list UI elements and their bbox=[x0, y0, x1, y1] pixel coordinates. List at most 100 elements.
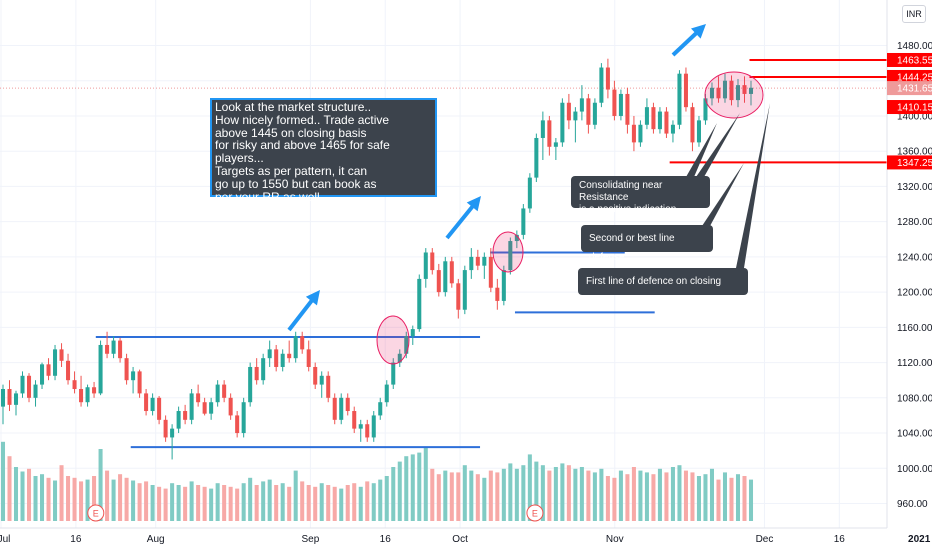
price-tick-label: 960.00 bbox=[897, 499, 928, 510]
price-tick-label: 1320.00 bbox=[897, 182, 932, 193]
currency-button[interactable]: INR bbox=[902, 5, 926, 23]
candle-body bbox=[66, 360, 71, 381]
volume-bar bbox=[488, 470, 493, 521]
time-axis[interactable]: Jul16AugSep16OctNovDec162021Feb bbox=[0, 527, 932, 550]
price-level-badge bbox=[887, 69, 932, 84]
candle-body bbox=[293, 336, 298, 359]
candle-body bbox=[326, 375, 331, 398]
time-tick-label: Dec bbox=[756, 534, 774, 545]
candle-body bbox=[13, 393, 19, 405]
candle-body bbox=[20, 375, 25, 394]
volume-bar bbox=[267, 479, 272, 521]
volume-bar bbox=[410, 454, 415, 521]
candle-body bbox=[709, 87, 714, 99]
candle-body bbox=[436, 270, 441, 293]
volume-bar bbox=[92, 476, 97, 521]
volume-bar bbox=[391, 467, 396, 521]
candle-body bbox=[98, 344, 103, 394]
candle-body bbox=[495, 287, 500, 301]
price-tick-label: 1000.00 bbox=[897, 464, 932, 475]
time-tick-label: 16 bbox=[380, 534, 392, 545]
candle-body bbox=[202, 402, 207, 414]
volume-bar bbox=[222, 485, 227, 521]
time-tick-label: Oct bbox=[452, 534, 468, 545]
volume-bar bbox=[690, 472, 695, 521]
candle-body bbox=[254, 366, 259, 381]
candle-body bbox=[27, 375, 32, 398]
volume-bar bbox=[13, 467, 19, 521]
price-axis[interactable]: 960.00 1000.00 1040.00 1080.00 1120.00 1160.0… bbox=[886, 0, 932, 550]
candle-body bbox=[105, 344, 110, 354]
price-level-label: 1444.25 bbox=[897, 72, 932, 83]
candle-body bbox=[722, 80, 727, 99]
time-tick-label: Nov bbox=[606, 534, 624, 545]
candle-body bbox=[423, 252, 428, 279]
time-tick-label: Jul bbox=[0, 534, 10, 545]
volume-bar bbox=[293, 470, 298, 521]
volume-bar bbox=[566, 465, 571, 521]
candle-body bbox=[248, 366, 253, 403]
candle-body bbox=[586, 98, 591, 125]
candle-body bbox=[508, 241, 513, 271]
candle-body bbox=[196, 393, 201, 403]
volume-bar bbox=[716, 479, 721, 521]
volume-bar bbox=[196, 485, 201, 521]
volume-bar bbox=[137, 483, 142, 521]
candle-body bbox=[170, 428, 175, 438]
candle-body bbox=[482, 256, 487, 266]
candle-body bbox=[280, 353, 285, 367]
volume-bar bbox=[423, 447, 428, 521]
candle-body bbox=[241, 402, 246, 434]
candle-body bbox=[59, 349, 64, 361]
volume-bar bbox=[53, 480, 58, 521]
candle-body bbox=[456, 283, 461, 310]
highlight-circle bbox=[704, 71, 764, 119]
earnings-markers[interactable]: EEE bbox=[87, 504, 932, 522]
candle-body bbox=[7, 389, 12, 405]
volume-bar bbox=[573, 468, 578, 521]
trend-arrows bbox=[287, 24, 706, 332]
candle-body bbox=[462, 270, 467, 310]
volume-bar bbox=[254, 485, 259, 521]
volume-bar bbox=[722, 472, 727, 521]
candle-body bbox=[33, 384, 38, 398]
candle-body bbox=[592, 102, 597, 125]
volume-bar bbox=[79, 481, 84, 521]
candle-body bbox=[521, 208, 526, 235]
volume-bar bbox=[696, 476, 701, 521]
candle-body bbox=[358, 424, 363, 429]
price-tick-label: 1240.00 bbox=[897, 252, 932, 263]
earnings-marker[interactable] bbox=[87, 504, 105, 522]
volume-bar bbox=[228, 486, 233, 521]
volume-bar bbox=[150, 485, 155, 521]
volume-bar bbox=[540, 465, 545, 521]
callout-consolidating: Consolidating near Resistance is a posit… bbox=[571, 176, 710, 215]
volume-bar bbox=[319, 483, 324, 521]
candle-body bbox=[345, 397, 350, 412]
candle-body bbox=[469, 256, 474, 271]
volume-bar bbox=[579, 467, 584, 521]
callout-first-defense: First line of defence on closing basis bbox=[578, 268, 748, 306]
time-axis-bg bbox=[0, 528, 887, 550]
volume-bar bbox=[482, 477, 487, 521]
candle-body bbox=[352, 411, 357, 429]
price-level-label: 1410.15 bbox=[897, 103, 932, 114]
volume-bar bbox=[735, 474, 741, 521]
volume-bar bbox=[521, 465, 526, 521]
earnings-marker[interactable] bbox=[526, 504, 544, 522]
volume-bar bbox=[85, 479, 90, 521]
candle-body bbox=[560, 102, 565, 143]
volume-bar bbox=[501, 468, 506, 521]
volume-bar bbox=[547, 470, 552, 521]
volume-bar bbox=[683, 470, 688, 521]
arrow-head bbox=[691, 24, 706, 39]
volume-bar bbox=[657, 468, 662, 521]
candle-body bbox=[118, 340, 123, 359]
volume-bar bbox=[215, 483, 220, 521]
price-tick-label: 1280.00 bbox=[897, 217, 932, 228]
candle-body bbox=[625, 93, 630, 125]
volume-bar bbox=[261, 481, 266, 521]
highlight-circles bbox=[376, 71, 764, 365]
callout-pointer bbox=[696, 113, 740, 177]
